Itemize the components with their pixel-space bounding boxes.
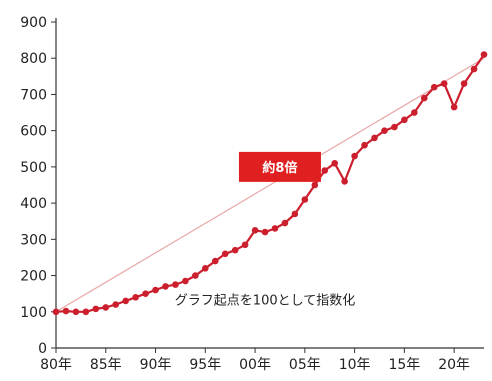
data-point-0-42	[470, 65, 478, 73]
y-tick-label-2: 200	[20, 269, 47, 285]
trend-line	[55, 57, 485, 313]
x-tick-label-2: 90年	[140, 357, 172, 373]
data-point-0-2	[72, 308, 80, 316]
data-point-0-22	[271, 225, 279, 232]
data-point-0-10	[152, 286, 159, 294]
data-point-0-12	[172, 281, 179, 288]
data-point-0-35	[401, 116, 408, 124]
data-point-0-0	[52, 308, 60, 316]
y-tick-label-3: 300	[20, 232, 47, 248]
data-point-0-23	[281, 219, 289, 227]
data-point-0-20	[251, 226, 259, 234]
data-point-0-40	[450, 103, 458, 111]
y-tick-label-6: 600	[20, 124, 47, 140]
x-tick-label-6: 10年	[339, 357, 371, 373]
data-point-0-6	[112, 301, 120, 308]
y-tick-label-8: 800	[20, 51, 47, 67]
y-tick-label-5: 500	[20, 160, 47, 176]
data-point-0-26	[311, 181, 319, 189]
y-tick-label-7: 700	[20, 87, 47, 103]
x-tick-label-5: 05年	[289, 357, 321, 373]
x-tick-label-4: 00年	[239, 357, 271, 373]
data-point-0-29	[341, 178, 348, 185]
data-point-0-30	[351, 152, 358, 160]
data-point-0-5	[102, 304, 110, 311]
data-point-0-24	[291, 210, 299, 218]
data-point-0-33	[381, 127, 388, 134]
data-point-0-4	[92, 305, 100, 313]
x-tick-label-8: 20年	[438, 357, 470, 373]
data-point-0-18	[231, 246, 239, 254]
index-note: グラフ起点を100として指数化	[175, 294, 355, 309]
data-point-0-43	[480, 51, 488, 58]
data-point-0-1	[62, 307, 70, 315]
data-point-0-16	[211, 257, 219, 265]
data-point-0-32	[371, 134, 378, 142]
y-tick-label-9: 900	[20, 15, 47, 31]
y-tick-label-0: 0	[38, 341, 47, 357]
callout-box	[238, 151, 321, 182]
data-point-0-39	[440, 80, 448, 87]
x-tick-label-3: 95年	[189, 357, 221, 373]
data-point-0-37	[420, 94, 428, 102]
data-point-0-31	[361, 141, 368, 149]
x-tick-label-7: 15年	[388, 357, 420, 373]
data-point-0-11	[162, 283, 169, 290]
data-point-0-17	[221, 250, 229, 258]
data-point-0-19	[241, 241, 249, 249]
data-point-0-15	[202, 265, 209, 272]
y-tick-label-1: 100	[20, 305, 47, 321]
data-point-0-28	[331, 159, 338, 167]
data-point-0-21	[261, 228, 269, 236]
data-point-0-14	[192, 272, 199, 279]
data-point-0-13	[182, 277, 189, 285]
data-point-0-38	[430, 83, 438, 91]
data-point-0-7	[122, 297, 129, 305]
x-tick-label-1: 85年	[90, 357, 122, 373]
callout-label: 約8倍	[262, 160, 297, 176]
y-tick-label-4: 400	[20, 196, 47, 212]
data-point-0-3	[82, 308, 90, 316]
data-point-0-41	[460, 80, 468, 87]
data-point-0-9	[142, 290, 149, 297]
data-point-0-27	[321, 167, 329, 174]
data-point-0-34	[391, 123, 398, 131]
data-point-0-36	[411, 109, 418, 116]
data-point-0-25	[301, 196, 309, 203]
data-point-0-8	[132, 293, 139, 301]
x-tick-label-0: 80年	[40, 357, 72, 373]
